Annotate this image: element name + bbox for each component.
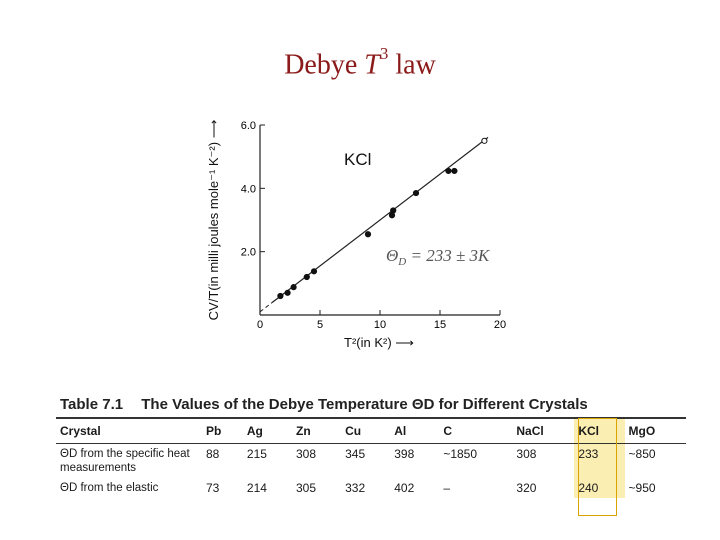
table-header-cell: Crystal	[56, 417, 202, 444]
table-cell: 345	[345, 447, 366, 461]
theta-value: = 233 ± 3K	[410, 246, 490, 265]
title-exponent: 3	[379, 44, 389, 63]
data-point	[445, 167, 452, 175]
table-caption: Table 7.1 The Values of the Debye Temper…	[60, 396, 686, 413]
title-variable: T	[364, 49, 380, 81]
data-point	[290, 284, 297, 291]
table-cell: –	[443, 481, 451, 495]
table-cell: 240	[574, 478, 625, 498]
table-caption-text: The Values of the Debye Temperature ΘD f…	[141, 396, 588, 413]
data-point	[303, 273, 310, 281]
table-cell: 398	[394, 447, 415, 461]
row-label: ΘD from the elastic	[60, 482, 159, 494]
table-cell: 305	[296, 481, 317, 495]
table-cell: 308	[516, 447, 537, 461]
table-header-row: Crystal Pb Ag Zn Cu Al C NaCl KCl MgO	[56, 417, 686, 444]
table-cell: ~850	[628, 447, 656, 461]
data-point	[364, 231, 372, 238]
table-cell: ~950	[628, 481, 656, 495]
data-point	[277, 292, 284, 300]
table-caption-number: Table 7.1	[60, 396, 124, 413]
y-tick-label: 6.0	[241, 120, 256, 132]
data-point	[284, 289, 291, 296]
x-tick-label: 0	[257, 319, 263, 331]
table-header-cell: Pb	[202, 417, 243, 444]
table-cell: 214	[246, 481, 267, 495]
table-row: ΘD from the elastic 73 214 305 332 402 – 320 240…	[56, 478, 686, 498]
debye-table: Table 7.1 The Values of the Debye Temper…	[56, 396, 686, 498]
table-header-cell: Ag	[242, 417, 292, 444]
theta-symbol: Θ	[386, 246, 399, 265]
table-cell: ~1850	[443, 447, 478, 461]
table-header-cell: MgO	[624, 417, 686, 444]
data-point	[451, 167, 458, 175]
x-tick-label: 10	[374, 319, 386, 331]
y-tick-label: 2.0	[241, 247, 256, 259]
figure-label: KCl	[344, 150, 372, 169]
data-point	[481, 137, 488, 144]
table-cell: 308	[296, 447, 317, 461]
table-cell: 73	[206, 481, 220, 495]
y-axis-label: CV/T(in milli joules mole⁻¹ K⁻²) ⟶	[206, 119, 221, 321]
table-header-cell: Al	[390, 417, 440, 444]
data-point	[390, 207, 397, 214]
table-cell: 320	[516, 481, 537, 495]
debye-table-grid: Crystal Pb Ag Zn Cu Al C NaCl KCl MgO ΘD from the…	[56, 417, 686, 498]
data-point	[412, 189, 420, 197]
theta-annotation: ΘD = 233 ± 3K	[386, 246, 490, 268]
data-point	[310, 268, 318, 275]
debye-plot: 0 5 10 15 20 2.0 4.0 6.0	[241, 120, 506, 331]
row-label: ΘD from the specific heat measurements	[60, 448, 190, 474]
table-header-cell: Cu	[341, 417, 391, 444]
y-tick-label: 4.0	[241, 183, 256, 195]
table-cell: 402	[394, 481, 415, 495]
table-header-cell: Zn	[292, 417, 342, 444]
title-suffix: law	[395, 49, 436, 81]
table-cell: 215	[246, 447, 267, 461]
table-cell: 332	[345, 481, 366, 495]
x-axis-label: T²(in K²) ⟶	[344, 335, 414, 350]
x-tick-label: 15	[434, 319, 446, 331]
x-tick-label: 5	[317, 319, 323, 331]
theta-subscript: D	[398, 256, 407, 268]
kcl-highlight	[578, 418, 617, 516]
table-header-cell: NaCl	[512, 417, 575, 444]
table-header-cell: C	[439, 417, 513, 444]
fit-line-extrapolated	[259, 302, 273, 313]
title-prefix: Debye	[284, 49, 358, 81]
table-cell: 88	[206, 447, 220, 461]
x-tick-label: 20	[494, 319, 506, 331]
slide-title: Debye T3 law	[0, 44, 720, 81]
